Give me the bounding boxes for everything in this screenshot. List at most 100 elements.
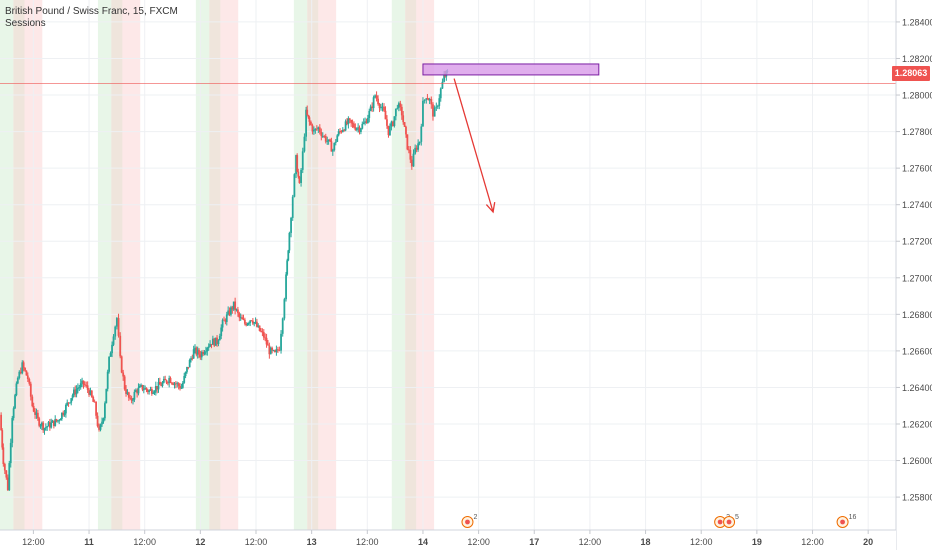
candle-body [50,422,53,428]
candle-body [340,131,343,133]
drawing-annotations[interactable] [422,63,600,214]
candle-body [353,123,355,128]
candle-body [377,98,379,105]
candle-body [331,150,334,152]
candle-body [425,98,428,100]
time-axis-background [0,530,896,550]
price-tick-label: 1.27400 [902,200,932,210]
economic-events[interactable]: 22516 [461,514,932,528]
candle-body [67,402,70,404]
price-tick-label: 1.28000 [902,91,932,101]
candle-body [101,421,103,425]
indicator-label-sessions[interactable]: Sessions [5,18,46,29]
candle-body [198,349,200,355]
candle-body [199,354,202,358]
calendar-event-icon[interactable]: 5 [723,514,740,528]
price-tick-label: 1.27000 [902,273,932,283]
candle-body [265,337,268,345]
candle-body [95,401,97,416]
candle-body [133,391,136,400]
candle-body [88,389,90,395]
candle-body [237,309,239,314]
candle-body [32,406,35,412]
candle-body [283,299,286,319]
grid-lines [0,0,896,530]
candle-body [387,125,390,136]
candle-body [180,387,183,389]
candle-body [169,378,172,383]
candle-body [115,318,118,327]
candle-body [235,309,238,311]
candle-body [200,351,203,358]
trend-arrow-head [485,202,496,214]
candle-body [374,95,376,98]
candle-body [210,343,213,345]
candle-body [132,399,134,401]
candle-body [156,386,159,390]
candle-body [280,333,282,351]
candle-body [60,412,63,419]
candle-body [213,338,216,346]
candle-body [321,136,324,137]
candle-body [28,379,31,384]
candle-body [174,383,177,385]
session-band-asia [0,0,14,530]
time-tick-label: 18 [641,537,651,547]
candle-body [51,420,54,423]
candle-body [318,127,321,133]
candle-body [330,141,333,152]
price-axis[interactable]: 1.25800 1.26000 1.26200 1.26400 1.26600 1.268… [895,0,932,550]
candle-body [205,351,207,353]
candle-body [378,104,381,109]
candle-body [5,470,8,478]
candlestick-series[interactable] [0,69,449,491]
calendar-event-icon[interactable]: 16 [836,514,856,528]
candle-body [114,326,117,337]
candle-body [317,127,320,130]
time-axis[interactable]: 12:00 11 12:00 12 12:00 13 12:00 14 12:00 17 12:00… [0,529,896,550]
candle-body [119,335,122,357]
candle-body [357,127,360,129]
candle-body [191,358,194,360]
candle-body [274,350,276,353]
price-tick-label: 1.26400 [902,383,932,393]
candle-body [68,402,71,404]
time-tick-label: 14 [418,537,428,547]
candle-body [120,356,123,373]
session-band-us [220,0,239,530]
candle-body [36,412,39,419]
candle-body [393,116,396,126]
candle-body [223,319,225,321]
candle-body [129,397,132,399]
candle-body [112,336,115,345]
candle-body [365,121,368,124]
candle-body [390,121,393,127]
time-tick-label: 19 [752,537,762,547]
candle-body [234,301,237,310]
candle-body [281,318,284,334]
candle-body [224,319,227,322]
candle-body [158,381,161,385]
candle-body [52,420,55,426]
candle-body [339,131,341,133]
candle-body [418,141,421,144]
price-tick-label: 1.26600 [902,346,932,356]
candle-body [414,147,417,154]
candle-body [260,330,262,332]
candle-body [161,382,164,387]
symbol-title[interactable]: British Pound / Swiss Franc, 15, FXCM [5,6,178,17]
candle-body [173,383,176,385]
time-tick-label: 12:00 [467,537,490,547]
candle-body [55,419,58,422]
time-tick-label: 12:00 [133,537,156,547]
candle-body [40,422,43,426]
candle-body [166,382,169,384]
candle-body [272,350,275,351]
candle-body [64,404,67,414]
calendar-event-icon[interactable]: 2 [461,514,478,528]
candle-body [21,362,24,374]
candle-body [203,352,206,355]
candle-body [71,395,74,399]
candle-body [73,389,75,396]
